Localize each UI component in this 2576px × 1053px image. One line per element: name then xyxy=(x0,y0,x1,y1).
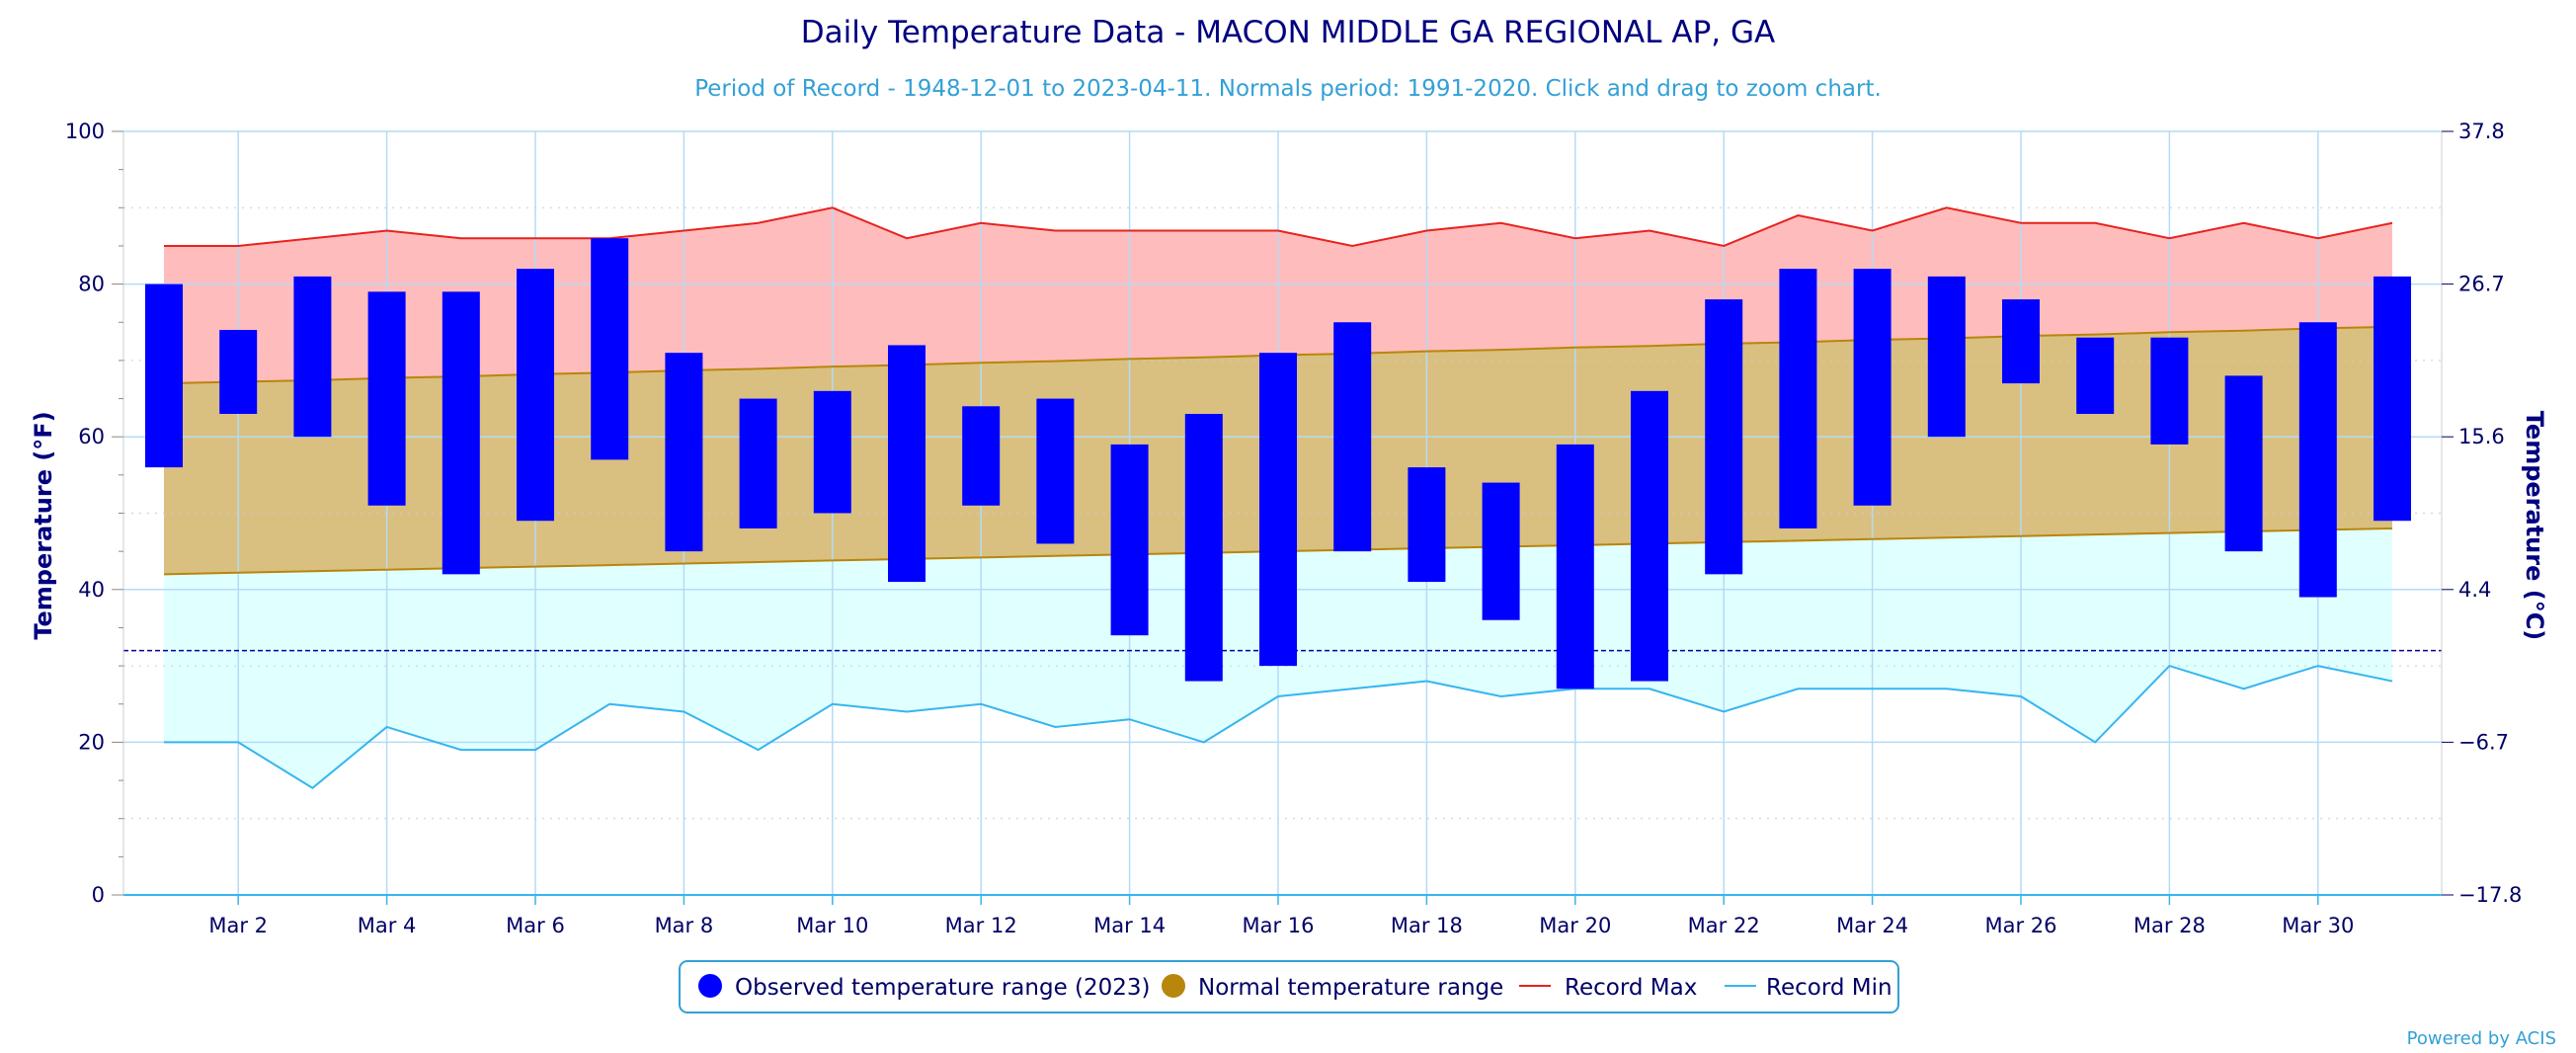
observed-range-bar[interactable] xyxy=(1705,299,1743,575)
observed-range-bar[interactable] xyxy=(2076,337,2115,415)
legend-record-max-label[interactable]: Record Max xyxy=(1565,975,1697,1001)
observed-range-bar[interactable] xyxy=(739,398,777,528)
observed-range-bar[interactable] xyxy=(1482,482,1520,620)
observed-range-bar[interactable] xyxy=(888,345,926,583)
legend-observed-symbol xyxy=(698,974,722,998)
observed-range-bar[interactable] xyxy=(1556,444,1594,689)
chart-title: Daily Temperature Data - MACON MIDDLE GA… xyxy=(801,15,1775,50)
record-min-line[interactable] xyxy=(164,664,2393,790)
observed-range-bar[interactable] xyxy=(1927,276,1966,438)
x-tick-label: Mar 28 xyxy=(2133,914,2206,937)
observed-range-bar[interactable] xyxy=(591,238,629,460)
legend-box xyxy=(679,960,1899,1013)
x-tick-label: Mar 22 xyxy=(1688,914,1760,937)
y-tick-label-right: 4.4 xyxy=(2458,578,2491,602)
x-tick-label: Mar 4 xyxy=(358,914,417,937)
x-tick-label: Mar 24 xyxy=(1836,914,1908,937)
observed-range-bar[interactable] xyxy=(1631,390,1668,682)
observed-range-bar[interactable] xyxy=(145,284,183,468)
x-tick-label: Mar 12 xyxy=(945,914,1017,937)
observed-range-bar[interactable] xyxy=(442,291,480,575)
observed-range-bar[interactable] xyxy=(293,276,332,438)
y-tick-label-right: 15.6 xyxy=(2458,425,2505,448)
observed-range-bar[interactable] xyxy=(962,406,1001,506)
y-axis-title-right: Temperature (°C) xyxy=(2521,411,2548,641)
y-tick-label: 100 xyxy=(65,120,105,143)
axes: 0 −17.8 20 −6.7 40 4.4 60 15.6 80 26.7 100 37.8 Mar … xyxy=(65,120,2522,937)
observed-range-bar[interactable] xyxy=(1853,269,1892,506)
legend: Observed temperature range (2023) Normal… xyxy=(679,960,1899,1013)
y-tick-label-right: 37.8 xyxy=(2458,120,2505,143)
y-tick-label: 40 xyxy=(78,578,105,602)
chart-subtitle: Period of Record - 1948-12-01 to 2023-04… xyxy=(694,76,1882,102)
observed-range-bar[interactable] xyxy=(665,353,703,552)
y-tick-label: 20 xyxy=(78,730,105,754)
y-tick-label: 60 xyxy=(78,425,105,448)
record-max-line[interactable] xyxy=(164,206,2393,247)
observed-range-bar[interactable] xyxy=(367,291,406,506)
x-tick-label: Mar 6 xyxy=(506,914,565,937)
x-tick-label: Mar 8 xyxy=(655,914,714,937)
observed-range-bar[interactable] xyxy=(219,329,258,415)
observed-range-bar[interactable] xyxy=(1259,353,1297,667)
observed-range-bar[interactable] xyxy=(1110,444,1149,636)
observed-range-bar[interactable] xyxy=(813,390,851,514)
y-tick-label: 0 xyxy=(92,883,105,907)
x-tick-label: Mar 10 xyxy=(796,914,868,937)
y-tick-label-right: 26.7 xyxy=(2458,273,2505,296)
observed-range-bar[interactable] xyxy=(2002,299,2040,384)
observed-range-bar[interactable] xyxy=(1333,322,1372,552)
observed-range-bar[interactable] xyxy=(2224,375,2263,552)
x-tick-label: Mar 18 xyxy=(1391,914,1463,937)
observed-range-bar[interactable] xyxy=(1036,398,1075,544)
y-tick-label: 80 xyxy=(78,273,105,296)
y-axis-title-left: Temperature (°F) xyxy=(30,411,57,639)
observed-range-bar[interactable] xyxy=(1184,414,1223,682)
y-tick-label-right: −6.7 xyxy=(2458,730,2509,754)
x-tick-label: Mar 14 xyxy=(1093,914,1166,937)
credit-link[interactable]: Powered by ACIS xyxy=(2407,1028,2556,1049)
x-tick-label: Mar 30 xyxy=(2282,914,2354,937)
observed-range-bar[interactable] xyxy=(2374,276,2411,522)
grid xyxy=(123,130,2442,895)
observed-range-bar[interactable] xyxy=(517,269,554,522)
legend-normal-label[interactable]: Normal temperature range xyxy=(1198,975,1503,1001)
observed-range-bar[interactable] xyxy=(1408,467,1446,583)
observed-range-bar[interactable] xyxy=(2150,337,2189,445)
observed-range-bar[interactable] xyxy=(2298,322,2337,598)
observed-range-bar[interactable] xyxy=(1779,269,1817,528)
x-tick-label: Mar 26 xyxy=(1984,914,2056,937)
legend-record-min-label[interactable]: Record Min xyxy=(1766,975,1892,1001)
observed-bars xyxy=(145,238,2411,689)
x-tick-label: Mar 16 xyxy=(1242,914,1314,937)
x-tick-label: Mar 2 xyxy=(208,914,268,937)
y-tick-label-right: −17.8 xyxy=(2458,883,2522,907)
x-tick-label: Mar 20 xyxy=(1539,914,1611,937)
legend-observed-label[interactable]: Observed temperature range (2023) xyxy=(735,975,1151,1001)
legend-normal-symbol xyxy=(1162,974,1185,998)
